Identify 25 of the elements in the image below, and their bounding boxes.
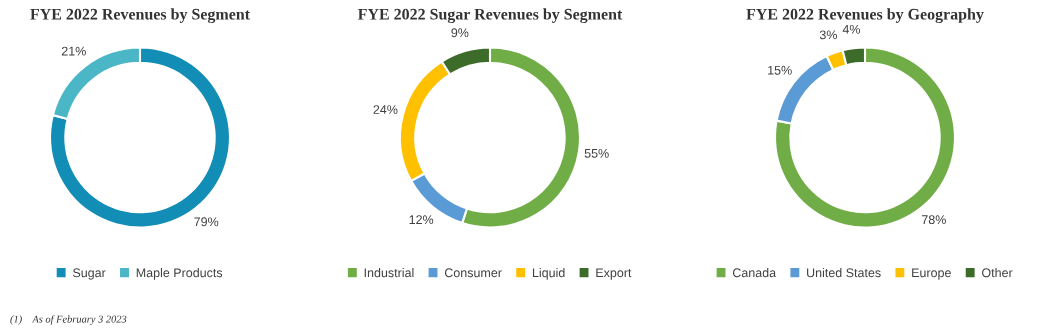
legend-label: Europe — [912, 268, 951, 280]
data-label: 3% — [819, 30, 837, 40]
data-label: 78% — [921, 215, 946, 225]
legend-label: Liquid — [532, 268, 565, 280]
data-label: 4% — [842, 24, 861, 34]
data-label: 15% — [768, 65, 792, 75]
data-label: 79% — [194, 217, 219, 227]
legend-label: Industrial — [364, 268, 414, 278]
legend-label: Consumer — [444, 268, 502, 278]
data-label: 12% — [409, 215, 434, 225]
data-label: 9% — [451, 28, 469, 38]
chart-title: FYE 2022 Sugar Revenues by Segment — [357, 8, 623, 23]
chart-title: FYE 2022 Revenues by Segment — [30, 8, 250, 23]
legend-label: Export — [596, 268, 632, 280]
legend-label: Other — [982, 268, 1013, 278]
legend-label: Maple Products — [136, 268, 223, 280]
data-label: 55% — [584, 148, 609, 158]
legend-label: United States — [807, 268, 881, 278]
donut-slice — [48, 46, 232, 229]
data-label: 21% — [61, 46, 86, 56]
data-label: 24% — [373, 105, 398, 114]
chart-title: FYE 2022 Revenues by Geography — [746, 8, 984, 23]
legend-label: Canada — [732, 268, 777, 278]
legend-label: Sugar — [72, 268, 106, 280]
text: (1) As of February 3 2023 — [10, 315, 127, 325]
